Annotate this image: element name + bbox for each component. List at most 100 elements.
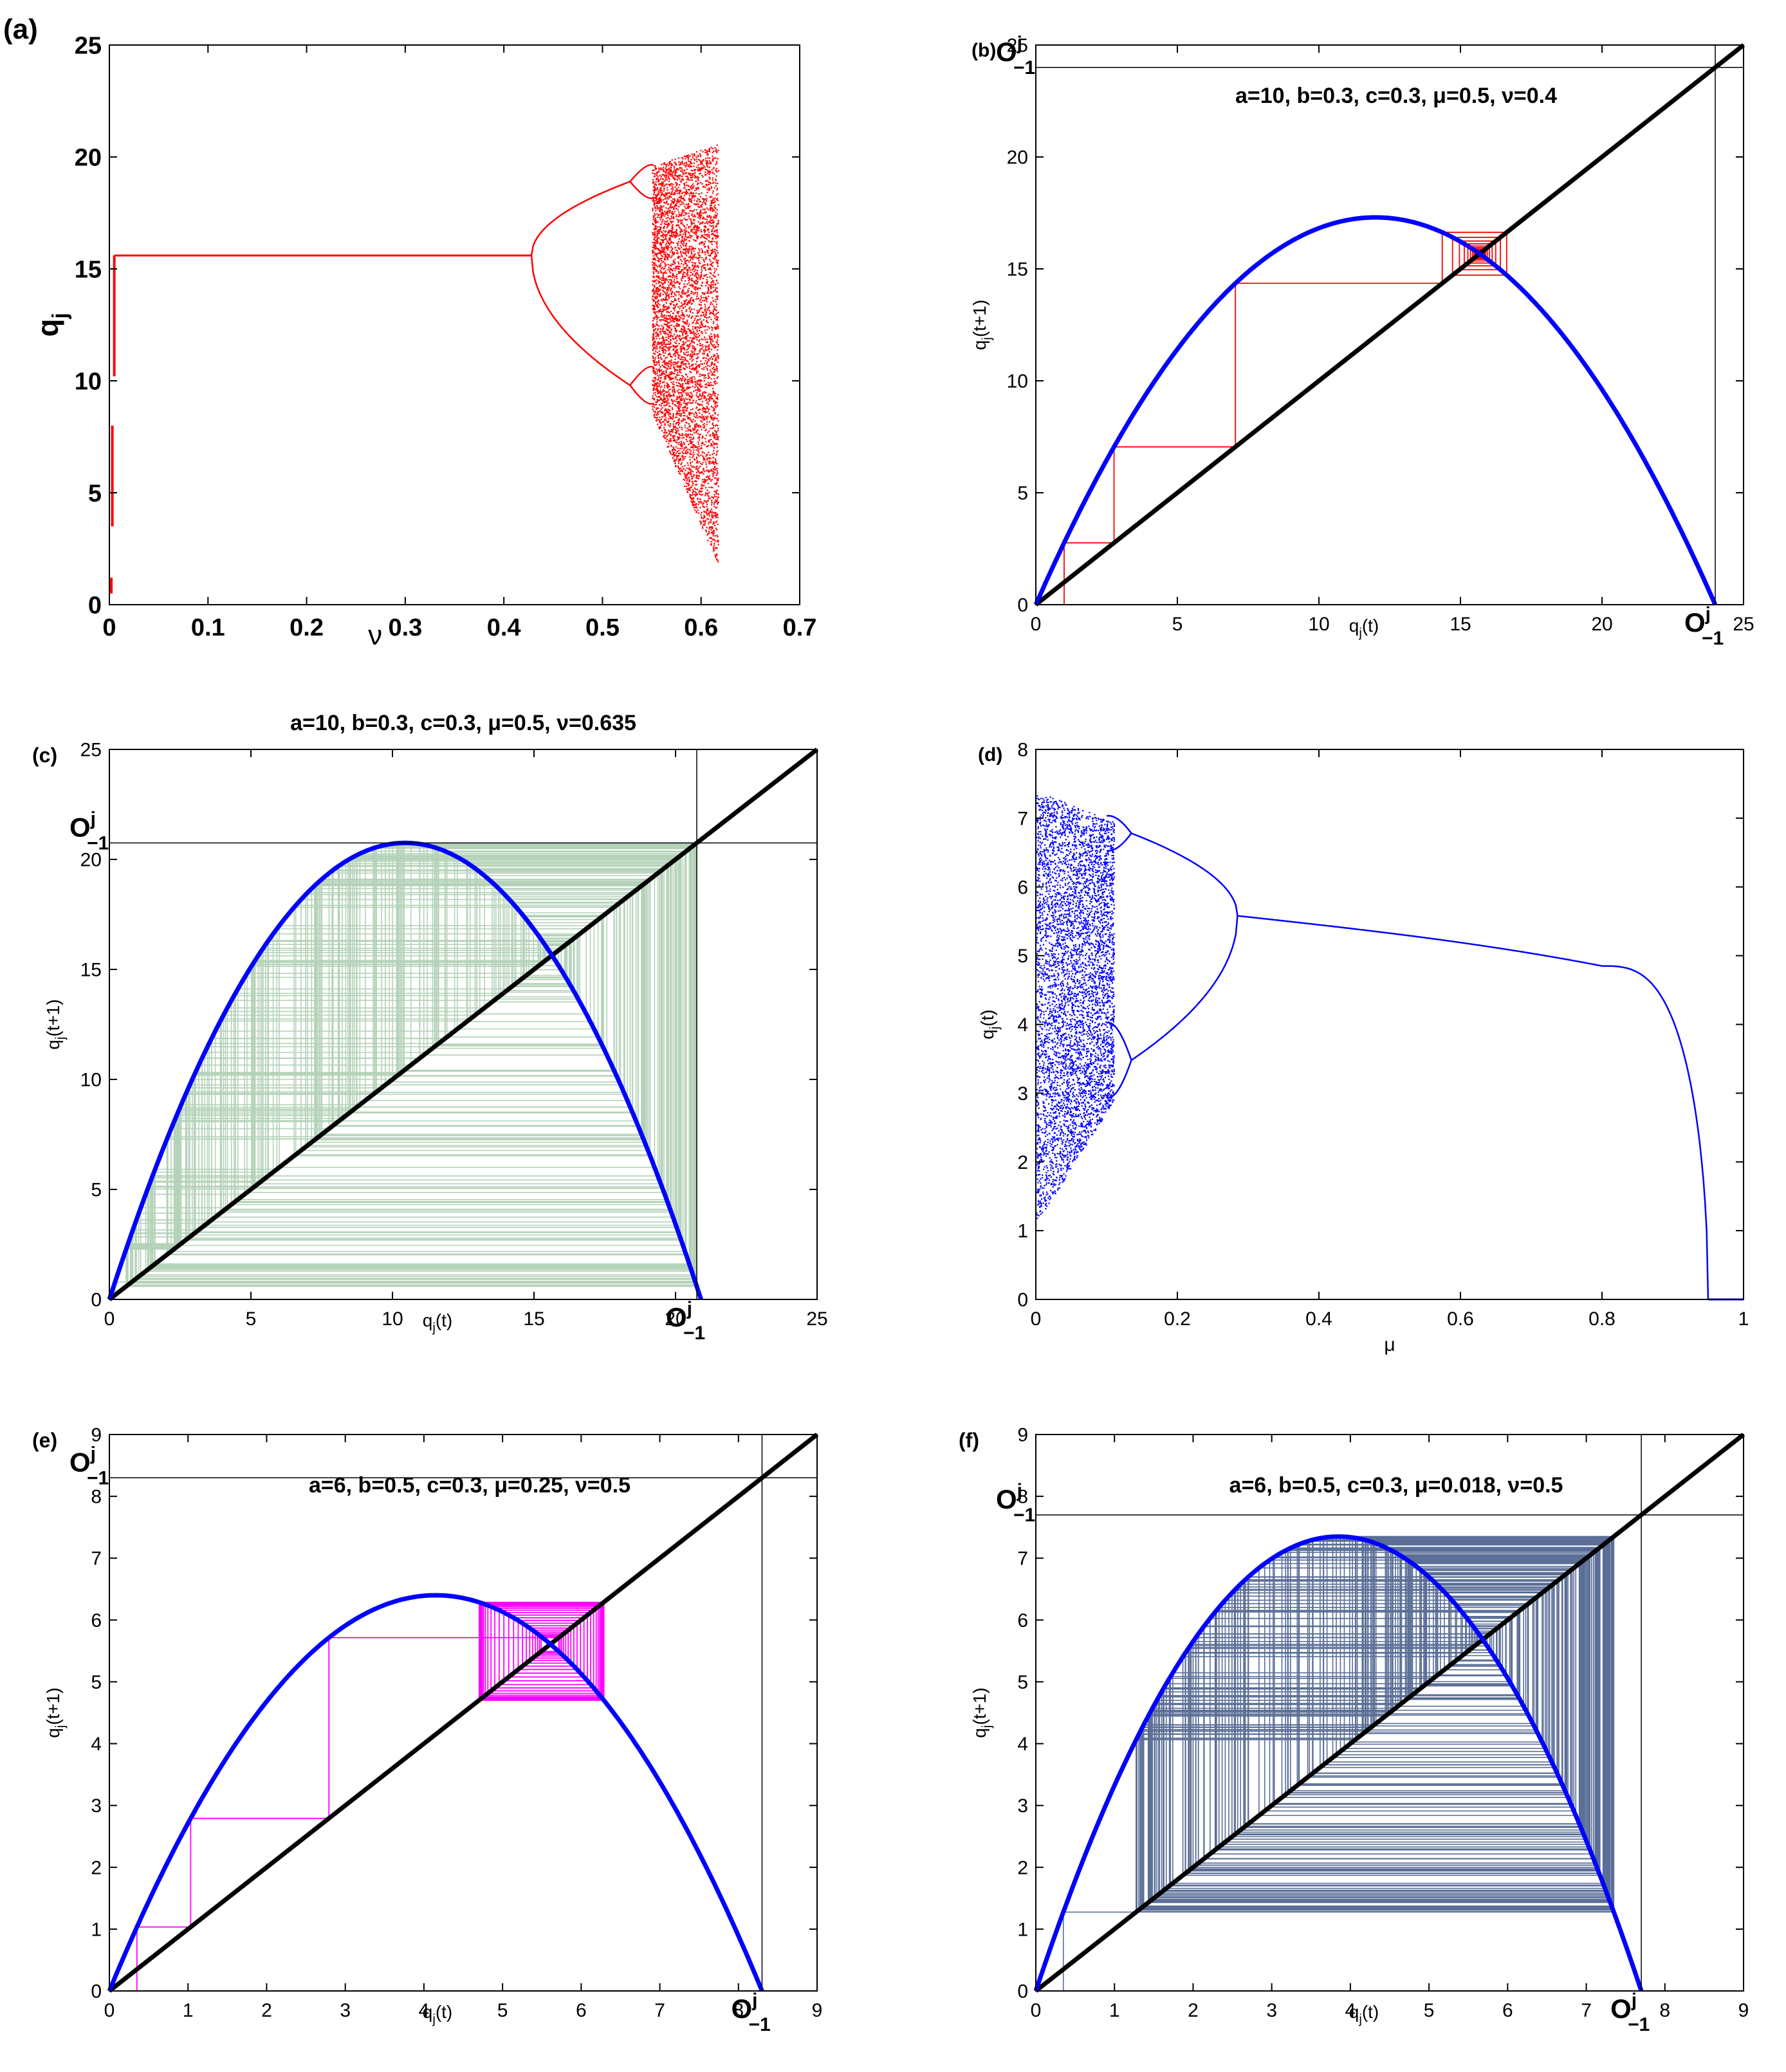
bifurcation-point <box>655 189 657 191</box>
bifurcation-point <box>664 309 666 311</box>
bifurcation-point <box>690 440 692 443</box>
bifurcation-point <box>683 183 685 185</box>
bifurcation-point <box>686 275 688 277</box>
bifurcation-point <box>704 264 706 266</box>
bifurcation-point <box>664 361 666 363</box>
bifurcation-point <box>667 399 669 401</box>
bifurcation-point <box>663 272 665 275</box>
bifurcation-point <box>714 405 716 407</box>
bifurcation-point <box>717 496 719 499</box>
bifurcation-point <box>672 208 674 210</box>
bifurcation-point <box>694 383 697 385</box>
bifurcation-point <box>714 436 716 438</box>
bifurcation-point <box>697 198 699 200</box>
bifurcation-point <box>688 197 690 199</box>
bifurcation-point <box>677 450 680 452</box>
bifurcation-point <box>685 482 687 484</box>
bifurcation-point <box>672 319 674 322</box>
bifurcation-point <box>679 473 681 475</box>
bifurcation-point <box>655 282 658 284</box>
bifurcation-point <box>682 313 684 315</box>
bifurcation-point <box>656 206 659 208</box>
bifurcation-point <box>653 304 655 307</box>
bifurcation-point <box>692 502 694 504</box>
bifurcation-point <box>708 495 710 497</box>
bifurcation-point <box>699 201 701 203</box>
bifurcation-point <box>670 163 672 165</box>
bifurcation-point <box>655 383 658 385</box>
bifurcation-point <box>710 428 712 430</box>
bifurcation-point <box>681 296 683 298</box>
bifurcation-point <box>709 276 711 278</box>
bifurcation-point <box>691 277 693 279</box>
bifurcation-point <box>674 342 676 344</box>
bifurcation-point <box>690 464 692 466</box>
bifurcation-point <box>653 329 655 331</box>
bifurcation-point <box>713 472 715 474</box>
bifurcation-point <box>685 451 686 453</box>
bifurcation-point <box>714 328 716 330</box>
bifurcation-point <box>685 322 687 324</box>
bifurcation-point <box>663 268 666 270</box>
bifurcation-point <box>708 441 710 443</box>
bifurcation-point <box>703 261 705 262</box>
bifurcation-point <box>658 201 661 203</box>
bifurcation-point <box>710 286 712 288</box>
bifurcation-point <box>657 241 659 244</box>
bifurcation-point <box>661 277 663 279</box>
bifurcation-point <box>710 161 712 163</box>
bifurcation-point <box>683 342 685 344</box>
bifurcation-point <box>652 389 654 391</box>
bifurcation-point <box>701 203 703 206</box>
bifurcation-point <box>671 281 673 283</box>
bifurcation-point <box>679 335 681 337</box>
bifurcation-point <box>699 408 701 410</box>
bifurcation-point <box>656 232 658 234</box>
bifurcation-point <box>690 292 692 295</box>
bifurcation-point <box>717 513 719 515</box>
bifurcation-point <box>710 225 712 227</box>
bifurcation-point <box>657 341 659 343</box>
bifurcation-point <box>691 412 693 414</box>
bifurcation-point <box>685 406 686 408</box>
bifurcation-point <box>677 268 679 270</box>
bifurcation-point <box>659 183 661 185</box>
bifurcation-point <box>712 422 713 425</box>
bifurcation-point <box>668 224 670 226</box>
bifurcation-point <box>717 282 719 284</box>
bifurcation-point <box>678 268 680 270</box>
bifurcation-point <box>701 282 703 284</box>
bifurcation-point <box>711 338 713 340</box>
bifurcation-point <box>677 291 679 293</box>
bifurcation-point <box>681 345 683 347</box>
bifurcation-point <box>658 271 660 273</box>
bifurcation-point <box>665 317 667 319</box>
bifurcation-point <box>668 326 670 329</box>
bifurcation-point <box>715 268 717 270</box>
bifurcation-point <box>656 370 658 372</box>
bifurcation-point <box>693 165 695 167</box>
bifurcation-point <box>708 360 710 362</box>
bifurcation-point <box>714 147 716 149</box>
bifurcation-point <box>696 329 698 331</box>
bifurcation-point <box>712 367 713 369</box>
bifurcation-point <box>668 234 671 236</box>
bifurcation-point <box>662 389 664 391</box>
bifurcation-point <box>656 417 658 419</box>
bifurcation-point <box>670 329 672 331</box>
bifurcation-point <box>716 481 718 483</box>
bifurcation-point <box>703 410 704 413</box>
bifurcation-point <box>694 368 696 370</box>
bifurcation-point <box>705 162 707 164</box>
bifurcation-point <box>708 345 710 347</box>
bifurcation-point <box>713 306 715 307</box>
bifurcation-point <box>708 497 710 499</box>
bifurcation-point <box>683 315 685 317</box>
bifurcation-point <box>702 241 704 243</box>
bifurcation-point <box>683 293 685 295</box>
bifurcation-point <box>665 344 667 346</box>
bifurcation-point <box>684 380 686 382</box>
bifurcation-point <box>670 183 673 185</box>
period-four-branch <box>629 163 654 183</box>
bifurcation-point <box>712 160 714 162</box>
